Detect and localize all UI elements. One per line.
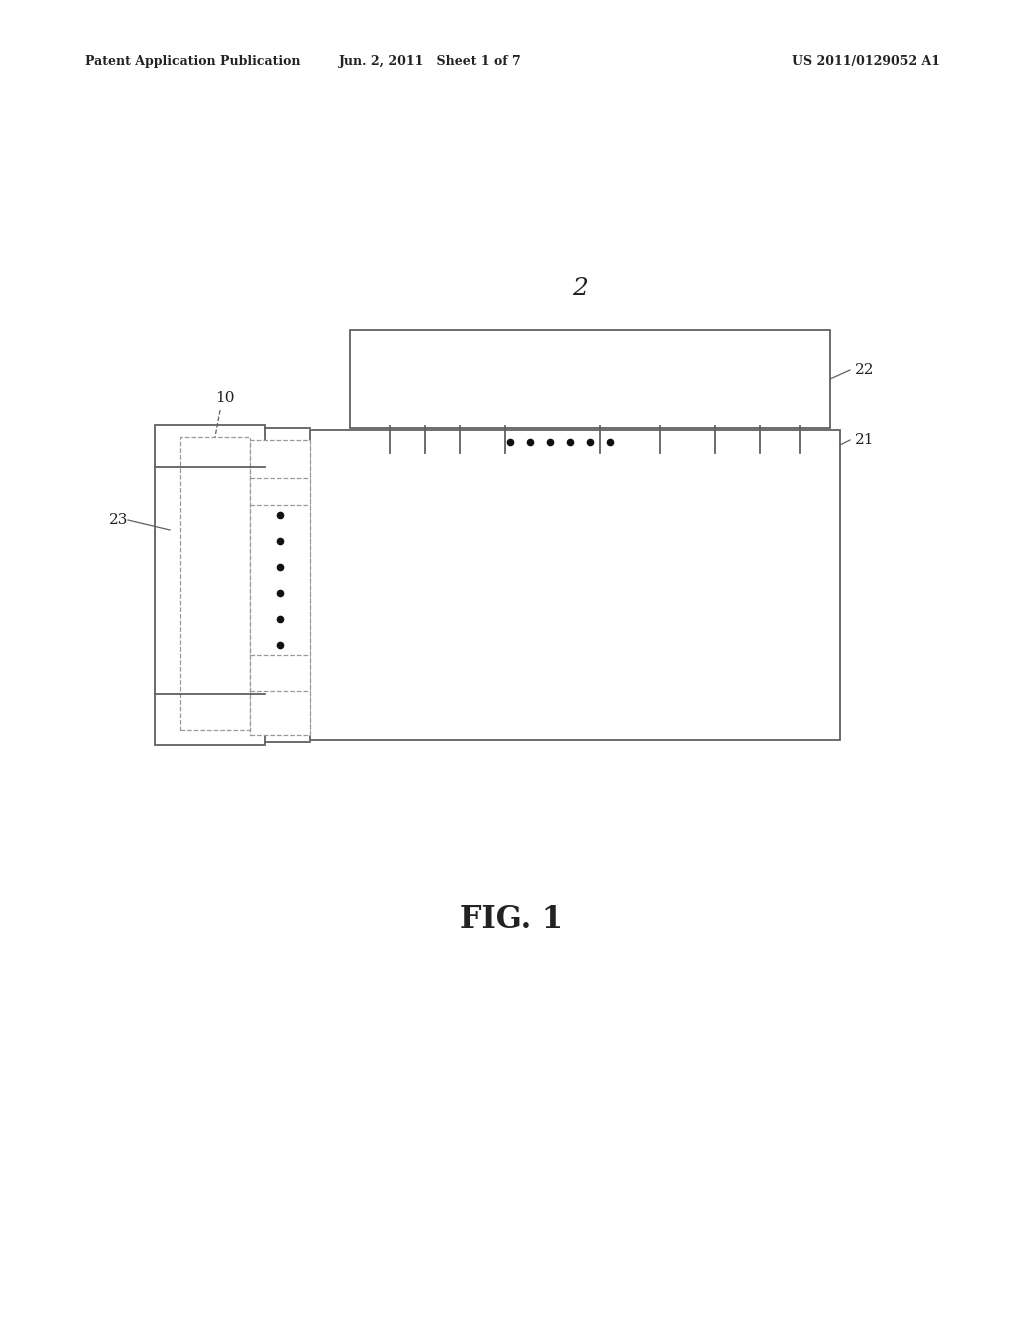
- Text: 10: 10: [215, 391, 234, 405]
- Text: 23: 23: [109, 513, 128, 527]
- Text: FIG. 1: FIG. 1: [461, 904, 563, 936]
- Text: Patent Application Publication: Patent Application Publication: [85, 55, 300, 69]
- Bar: [250, 440, 310, 735]
- Bar: [310, 430, 840, 741]
- Text: Jun. 2, 2011   Sheet 1 of 7: Jun. 2, 2011 Sheet 1 of 7: [339, 55, 521, 69]
- Text: 21: 21: [855, 433, 874, 447]
- Text: 2: 2: [572, 277, 588, 300]
- Text: US 2011/0129052 A1: US 2011/0129052 A1: [792, 55, 940, 69]
- Text: 22: 22: [855, 363, 874, 378]
- Bar: [350, 330, 830, 428]
- Bar: [155, 425, 265, 744]
- Bar: [180, 437, 250, 730]
